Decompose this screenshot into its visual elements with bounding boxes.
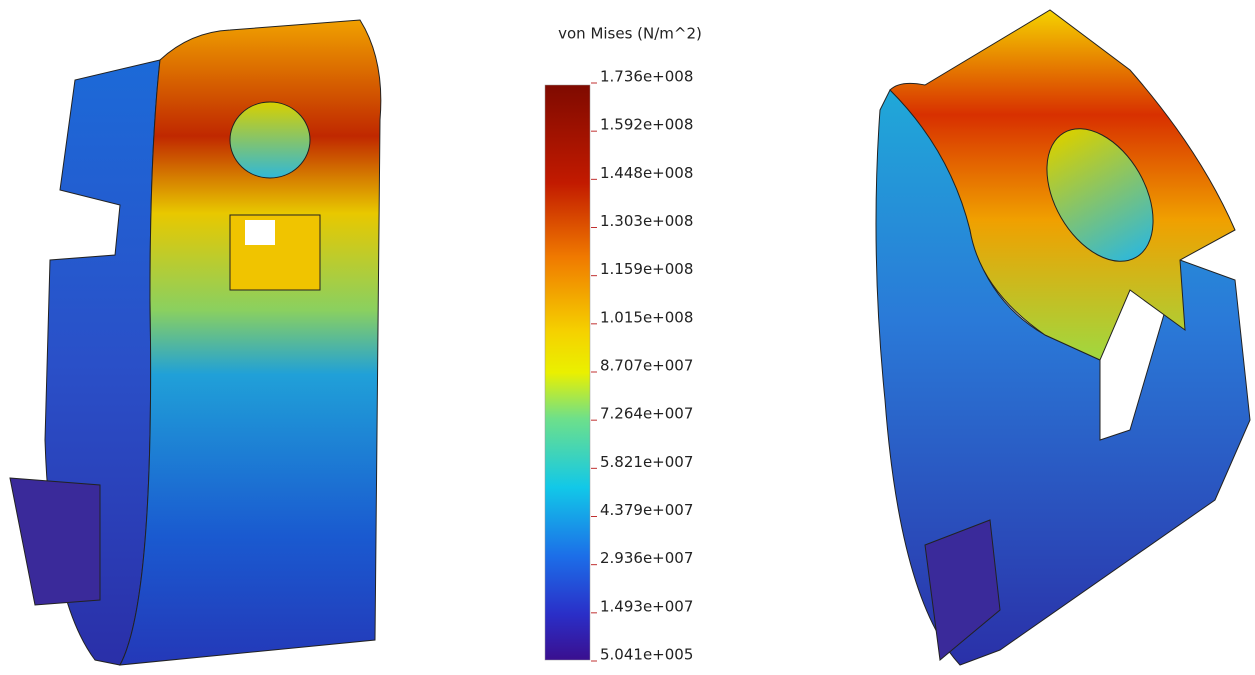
stress-plot: von Mises (N/m^2) 1.736e+008 1.592e+008 1.… <box>0 0 1255 675</box>
legend-title: von Mises (N/m^2) <box>558 25 702 43</box>
colorbar-label: 1.736e+008 <box>600 68 693 86</box>
pin-hole <box>230 102 310 178</box>
page: von Mises (N/m^2) 1.736e+008 1.592e+008 1.… <box>0 0 1255 675</box>
window-opening <box>245 220 275 245</box>
colorbar-label: 1.592e+008 <box>600 116 693 134</box>
colorbar-label: 5.821e+007 <box>600 453 693 471</box>
colorbar-label: 1.015e+008 <box>600 308 693 326</box>
colorbar-label: 4.379e+007 <box>600 501 693 519</box>
colorbar-label: 7.264e+007 <box>600 405 693 423</box>
colorbar-label: 2.936e+007 <box>600 549 693 567</box>
colorbar-label: 1.159e+008 <box>600 260 693 278</box>
colorbar-label: 1.303e+008 <box>600 212 693 230</box>
colorbar <box>545 85 590 660</box>
colorbar-label: 5.041e+005 <box>600 646 693 664</box>
colorbar-label: 1.493e+007 <box>600 597 693 615</box>
colorbar-label: 1.448e+008 <box>600 164 693 182</box>
foot-block <box>10 478 100 605</box>
colorbar-label: 8.707e+007 <box>600 357 693 375</box>
